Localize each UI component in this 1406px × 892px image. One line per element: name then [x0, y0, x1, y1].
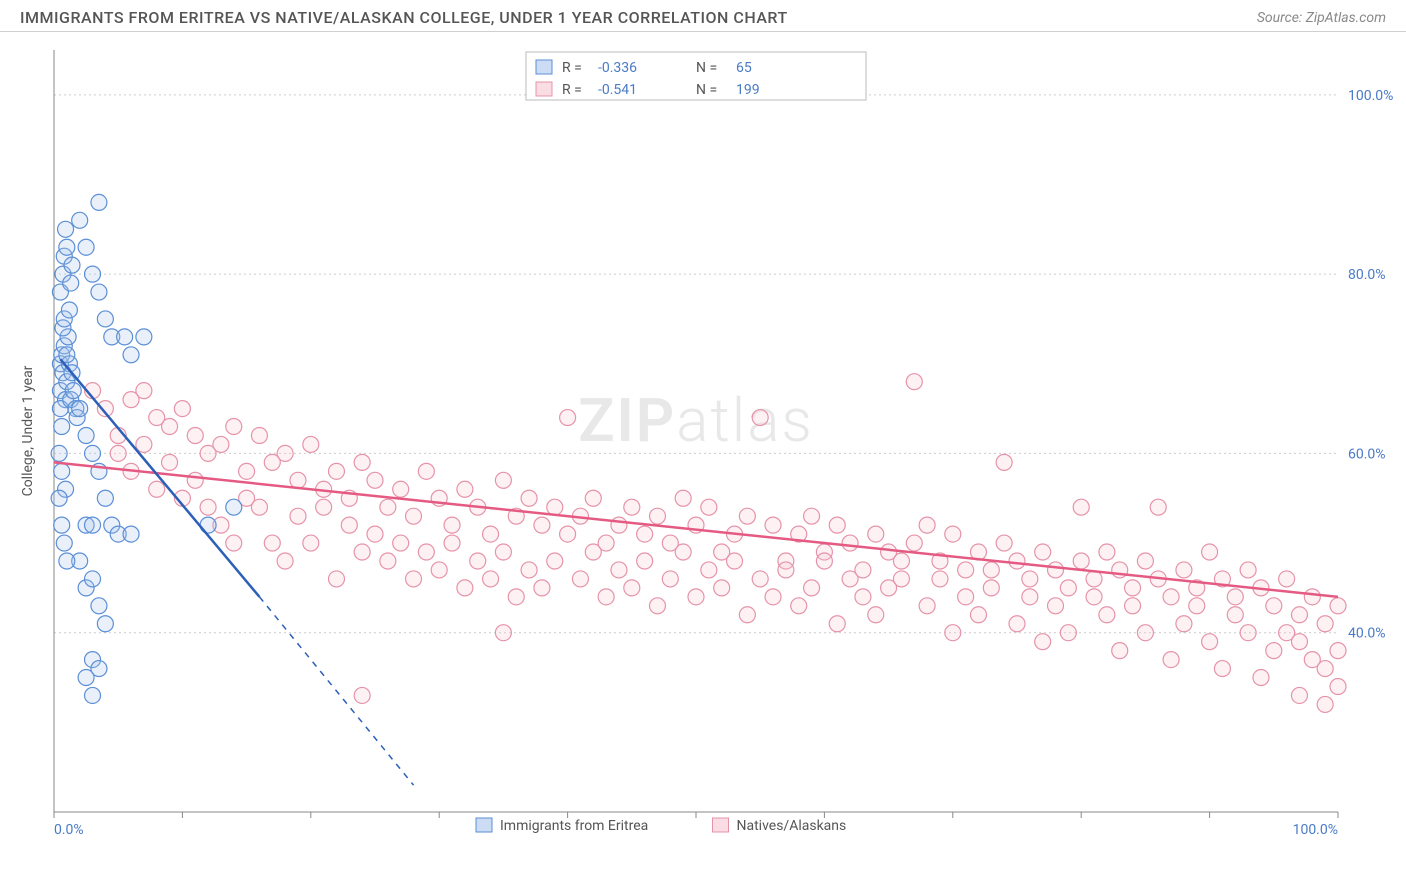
svg-text:80.0%: 80.0%: [1348, 267, 1386, 283]
svg-text:65: 65: [736, 60, 752, 76]
svg-text:100.0%: 100.0%: [1348, 88, 1393, 104]
svg-text:-0.336: -0.336: [598, 60, 637, 76]
svg-text:N =: N =: [696, 82, 717, 98]
header: IMMIGRANTS FROM ERITREA VS NATIVE/ALASKA…: [0, 0, 1406, 32]
svg-text:ZIPatlas: ZIPatlas: [578, 385, 814, 456]
scatter-chart: ZIPatlas 0.0% 100.0% 40.0% 60.0% 80.0% 100.0% C…: [0, 32, 1406, 862]
svg-text:R =: R =: [562, 82, 582, 98]
svg-text:100.0%: 100.0%: [1293, 822, 1338, 838]
svg-text:199: 199: [736, 82, 760, 98]
svg-text:R =: R =: [562, 60, 582, 76]
chart-title: IMMIGRANTS FROM ERITREA VS NATIVE/ALASKA…: [20, 8, 788, 27]
svg-text:Natives/Alaskans: Natives/Alaskans: [737, 818, 847, 834]
svg-text:40.0%: 40.0%: [1348, 626, 1386, 642]
svg-text:Immigrants from Eritrea: Immigrants from Eritrea: [500, 818, 648, 834]
svg-text:College, Under 1 year: College, Under 1 year: [20, 365, 36, 496]
svg-text:0.0%: 0.0%: [54, 822, 84, 838]
svg-text:N =: N =: [696, 60, 717, 76]
source-label: Source: ZipAtlas.com: [1257, 10, 1386, 26]
svg-text:-0.541: -0.541: [598, 82, 637, 98]
chart-container: ZIPatlas 0.0% 100.0% 40.0% 60.0% 80.0% 100.0% C…: [0, 32, 1406, 862]
svg-text:60.0%: 60.0%: [1348, 446, 1386, 462]
